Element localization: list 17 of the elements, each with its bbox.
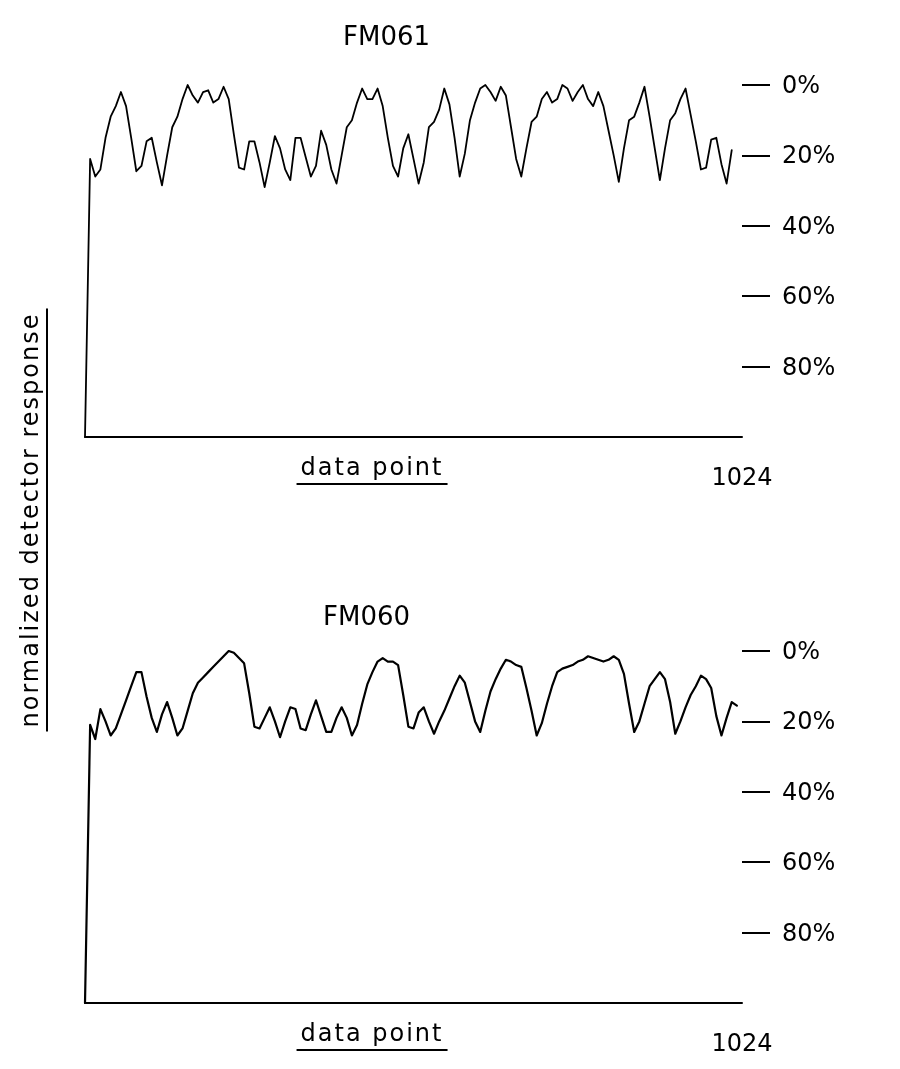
y-tick-label: 80% — [782, 352, 836, 381]
chart-title: FM061 — [343, 21, 431, 51]
x-tick-label: 1024 — [711, 1029, 773, 1057]
y-tick-label: 40% — [782, 211, 836, 240]
y-tick-label: 0% — [782, 71, 821, 99]
chart-title: FM060 — [323, 601, 411, 631]
y-tick-label: 40% — [782, 777, 836, 806]
x-axis-title: data point — [296, 453, 448, 485]
y-axis-title: normalized detector response — [16, 308, 48, 732]
x-tick-label: 1024 — [711, 463, 773, 491]
y-tick-label: 20% — [782, 141, 836, 170]
y-tick-label: 60% — [782, 282, 836, 311]
y-tick-label: 0% — [782, 637, 821, 665]
y-tick-label: 60% — [782, 848, 836, 877]
y-tick-label: 20% — [782, 707, 836, 736]
x-axis-title: data point — [296, 1019, 448, 1051]
y-tick-label: 80% — [782, 918, 836, 947]
